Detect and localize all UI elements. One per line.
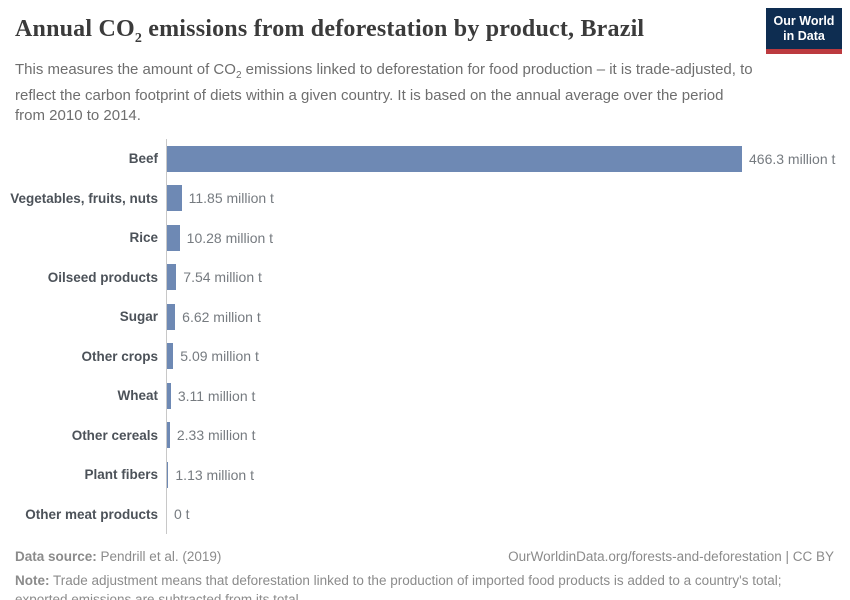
- bar-zone: 5.09 million t: [166, 336, 850, 376]
- category-label: Wheat: [117, 388, 159, 404]
- bar-zone: 2.33 million t: [166, 415, 850, 455]
- value-label: 6.62 million t: [182, 308, 261, 325]
- category-label: Other cereals: [71, 427, 158, 443]
- bar-zone: 10.28 million t: [166, 217, 850, 258]
- chart-subtitle: This measures the amount of CO2 emission…: [15, 60, 753, 124]
- value-label: 10.28 million t: [186, 229, 274, 246]
- title-subscript: 2: [134, 30, 143, 46]
- value-label: 3.11 million t: [177, 387, 256, 404]
- bar: [167, 343, 174, 370]
- bar: [167, 382, 171, 409]
- bar: [167, 145, 742, 172]
- bar-zone: 7.54 million t: [166, 257, 850, 297]
- bar-row: Rice 10.28 million t: [0, 217, 850, 258]
- category-label: Plant fibers: [84, 467, 158, 483]
- bar: [167, 422, 170, 449]
- value-label: 0 t: [174, 506, 190, 523]
- bar-chart: Beef 466.3 million t Vegetables, fruits, n…: [0, 138, 850, 534]
- value-label: 7.54 million t: [183, 269, 262, 286]
- bar: [167, 264, 177, 291]
- bar-row: Wheat 3.11 million t: [0, 375, 850, 416]
- category-label: Sugar: [119, 309, 158, 325]
- bar-row: Beef 466.3 million t: [0, 138, 850, 179]
- value-label: 466.3 million t: [749, 150, 836, 167]
- category-label: Other crops: [81, 348, 158, 364]
- value-label: 5.09 million t: [180, 348, 259, 365]
- subtitle-subscript: 2: [235, 69, 242, 81]
- category-label: Oilseed products: [47, 269, 158, 285]
- bar-zone: 6.62 million t: [166, 296, 850, 337]
- bar-zone: 11.85 million t: [166, 178, 850, 218]
- bar: [167, 303, 176, 330]
- bar-row: Plant fibers 1.13 million t: [0, 454, 850, 495]
- category-label: Vegetables, fruits, nuts: [10, 190, 158, 206]
- category-label: Rice: [129, 230, 158, 246]
- bar-row: Other crops 5.09 million t: [0, 336, 850, 376]
- value-label: 11.85 million t: [188, 190, 274, 207]
- category-label: Beef: [128, 151, 158, 167]
- bar-row: Other cereals 2.33 million t: [0, 415, 850, 455]
- data-source: Data source: Pendrill et al. (2019): [15, 548, 222, 564]
- value-label: 1.13 million t: [175, 466, 254, 483]
- bar-row: Other meat products 0 t: [0, 494, 850, 534]
- bar-row: Oilseed products 7.54 million t: [0, 257, 850, 297]
- bar-zone: 1.13 million t: [166, 454, 850, 495]
- bar-zone: 0 t: [166, 494, 850, 534]
- chart-header: Annual CO2 emissions from deforestation …: [0, 0, 850, 126]
- owid-logo: Our World in Data: [766, 8, 842, 54]
- owid-logo-text: Our World in Data: [773, 13, 835, 43]
- chart-title: Annual CO2 emissions from deforestation …: [15, 16, 645, 46]
- bar: [167, 461, 169, 488]
- value-label: 2.33 million t: [176, 427, 256, 444]
- chart-footer: Data source: Pendrill et al. (2019) OurW…: [0, 548, 850, 600]
- bar-zone: 3.11 million t: [166, 375, 850, 416]
- bar-row: Vegetables, fruits, nuts 11.85 million t: [0, 178, 850, 218]
- credit-link[interactable]: OurWorldinData.org/forests-and-deforesta…: [508, 548, 834, 564]
- footnote: Note: Trade adjustment means that defore…: [15, 572, 782, 600]
- bar: [167, 185, 182, 212]
- bar-zone: 466.3 million t: [166, 138, 850, 179]
- bar-row: Sugar 6.62 million t: [0, 296, 850, 337]
- bar: [167, 224, 180, 251]
- category-label: Other meat products: [25, 506, 158, 522]
